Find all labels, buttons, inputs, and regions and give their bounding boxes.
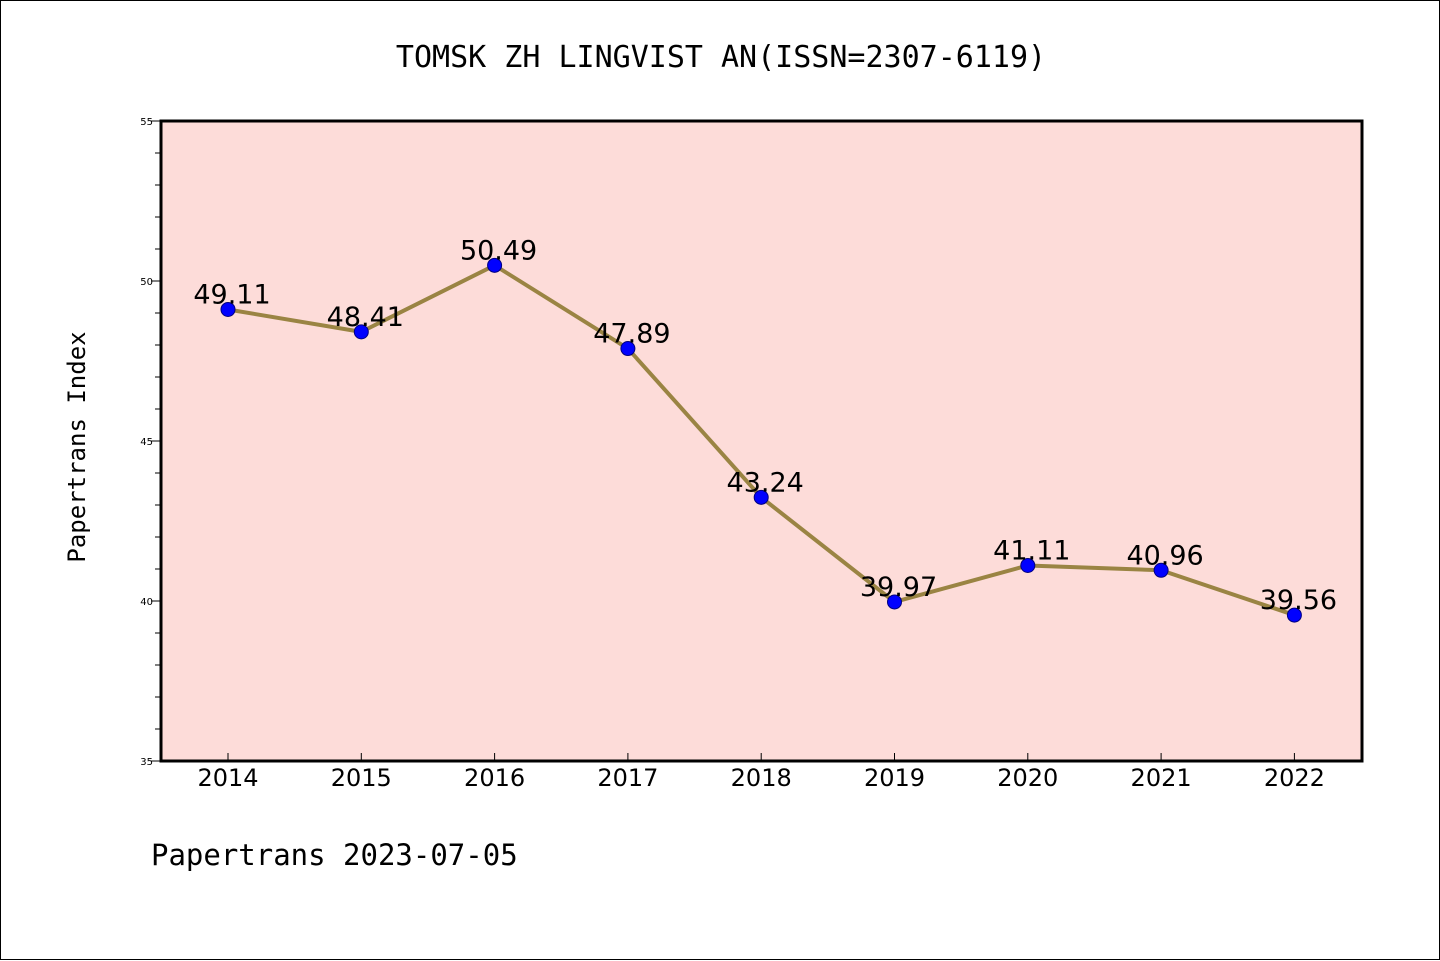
x-tick-label: 2022 bbox=[1264, 764, 1325, 792]
chart-title: TOMSK ZH LINGVIST AN(ISSN=2307-6119) bbox=[396, 40, 1046, 75]
data-point bbox=[753, 489, 769, 505]
data-labels: 49.11 48.41 50.49 47.89 43.24 39.97 41.11 40.96… bbox=[193, 235, 1337, 616]
data-label: 49.11 bbox=[193, 279, 270, 310]
y-axis-label: Papertrans Index bbox=[63, 331, 91, 562]
data-label: 39.97 bbox=[860, 572, 937, 603]
footer-date-text: Papertrans 2023-07-05 bbox=[151, 838, 518, 872]
data-label: 48.41 bbox=[327, 302, 404, 333]
x-axis-ticks: 2014 2015 2016 2017 2018 2019 2020 2021 2022 bbox=[197, 753, 1325, 792]
data-point bbox=[487, 257, 503, 273]
y-axis-ticks: 35 40 45 50 55 bbox=[140, 117, 161, 768]
data-point bbox=[1020, 557, 1036, 573]
y-tick-label: 40 bbox=[140, 597, 153, 608]
data-label: 50.49 bbox=[460, 235, 537, 266]
data-point bbox=[220, 301, 236, 317]
x-tick-label: 2020 bbox=[997, 764, 1058, 792]
data-point bbox=[620, 341, 636, 357]
x-tick-label: 2018 bbox=[731, 764, 792, 792]
x-tick-label: 2017 bbox=[597, 764, 658, 792]
data-label: 43.24 bbox=[727, 467, 804, 498]
data-point bbox=[353, 324, 369, 340]
plot-area bbox=[159, 119, 1364, 763]
data-point bbox=[1286, 607, 1302, 623]
data-label: 41.11 bbox=[993, 535, 1070, 566]
y-tick-label: 45 bbox=[140, 437, 153, 448]
y-tick-label: 55 bbox=[140, 117, 153, 128]
data-series bbox=[220, 257, 1302, 623]
data-label: 39.56 bbox=[1260, 585, 1337, 616]
x-tick-label: 2019 bbox=[864, 764, 925, 792]
x-tick-label: 2015 bbox=[331, 764, 392, 792]
data-label: 47.89 bbox=[593, 319, 670, 350]
y-tick-label: 35 bbox=[140, 757, 153, 768]
data-point bbox=[887, 594, 902, 610]
y-tick-label: 50 bbox=[140, 277, 153, 288]
data-point bbox=[1153, 562, 1169, 578]
data-label: 40.96 bbox=[1126, 540, 1203, 571]
x-tick-label: 2016 bbox=[464, 764, 525, 792]
x-tick-label: 2014 bbox=[197, 764, 258, 792]
x-tick-label: 2021 bbox=[1131, 764, 1192, 792]
